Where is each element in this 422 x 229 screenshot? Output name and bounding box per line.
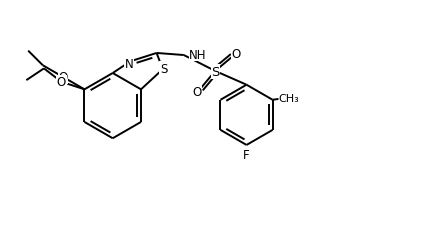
Text: O: O (231, 48, 241, 61)
Text: CH₃: CH₃ (279, 93, 299, 103)
Text: O: O (192, 86, 202, 98)
Text: NH: NH (189, 49, 207, 61)
Text: O: O (58, 71, 68, 84)
Text: F: F (243, 148, 250, 161)
Text: S: S (160, 62, 167, 75)
Text: S: S (211, 65, 220, 79)
Text: N: N (124, 58, 133, 71)
Text: O: O (57, 76, 66, 89)
